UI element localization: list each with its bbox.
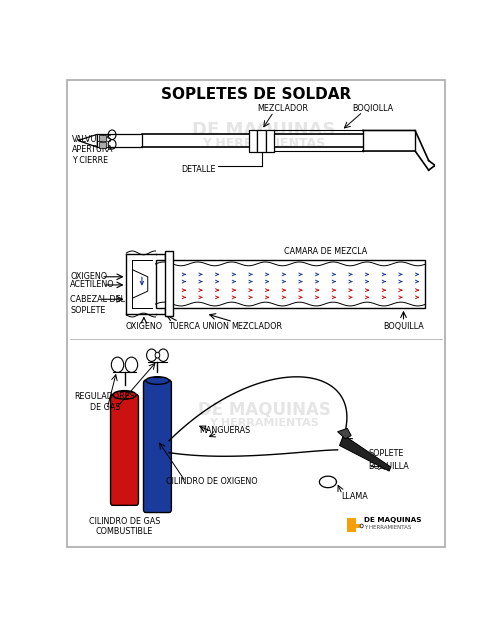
Text: TUERCA UNION: TUERCA UNION: [168, 322, 228, 330]
Text: Y HERRAMIENTAS: Y HERRAMIENTAS: [364, 525, 412, 530]
Text: DE MAQUINAS: DE MAQUINAS: [192, 120, 336, 138]
Bar: [165, 252, 173, 317]
Text: ACETILENO: ACETILENO: [70, 281, 115, 289]
Text: OXIGENO: OXIGENO: [126, 322, 162, 330]
Bar: [156, 260, 425, 308]
Text: MEZCLADOR: MEZCLADOR: [257, 104, 308, 114]
Text: DE MAQUINAS: DE MAQUINAS: [364, 517, 422, 523]
Text: SOPLETE: SOPLETE: [368, 449, 404, 458]
Text: Y HERRAMIENTAS: Y HERRAMIENTAS: [214, 281, 337, 294]
Bar: [356, 524, 360, 528]
Bar: [266, 130, 274, 152]
Text: CABEZAL DEL
SOPLETE: CABEZAL DEL SOPLETE: [70, 296, 125, 315]
Text: Y HERRAMIENTAS: Y HERRAMIENTAS: [202, 137, 326, 150]
Bar: [100, 142, 106, 148]
Polygon shape: [340, 435, 390, 471]
Ellipse shape: [146, 377, 169, 384]
Bar: [248, 130, 257, 152]
Text: VALVULAS
APERTURA
Y CIERRE: VALVULAS APERTURA Y CIERRE: [72, 135, 114, 165]
Text: DE MAQUINAS: DE MAQUINAS: [198, 401, 330, 418]
Polygon shape: [338, 428, 351, 439]
Bar: [98, 134, 142, 147]
Text: OXIGENO: OXIGENO: [70, 272, 108, 281]
Bar: [257, 130, 266, 152]
Text: DETALLE: DETALLE: [181, 165, 216, 174]
Bar: [100, 135, 106, 141]
Text: MEZCLADOR: MEZCLADOR: [231, 322, 282, 330]
Text: DE MAQUINAS: DE MAQUINAS: [204, 264, 348, 282]
Text: Y HERRAMIENTAS: Y HERRAMIENTAS: [209, 418, 319, 428]
Text: CILINDRO DE OXIGENO: CILINDRO DE OXIGENO: [166, 478, 258, 486]
FancyBboxPatch shape: [110, 394, 138, 505]
Text: BOQIOLLA: BOQIOLLA: [352, 104, 393, 114]
Text: REGULADORES
DE GAS: REGULADORES DE GAS: [74, 392, 136, 412]
Text: BOQUILLA: BOQUILLA: [368, 462, 410, 471]
Text: LLAMA: LLAMA: [342, 492, 368, 501]
Bar: [348, 518, 356, 532]
Text: CAMARA DE MEZCLA: CAMARA DE MEZCLA: [284, 247, 368, 256]
Circle shape: [360, 524, 363, 528]
FancyBboxPatch shape: [144, 380, 172, 512]
Circle shape: [155, 352, 160, 358]
Text: BOQUILLA: BOQUILLA: [383, 322, 424, 330]
Text: SOPLETES DE SOLDAR: SOPLETES DE SOLDAR: [161, 87, 352, 102]
Text: CILINDRO DE GAS
COMBUSTIBLE: CILINDRO DE GAS COMBUSTIBLE: [89, 517, 160, 536]
Text: MANGUERAS: MANGUERAS: [200, 426, 251, 435]
Ellipse shape: [113, 391, 136, 399]
